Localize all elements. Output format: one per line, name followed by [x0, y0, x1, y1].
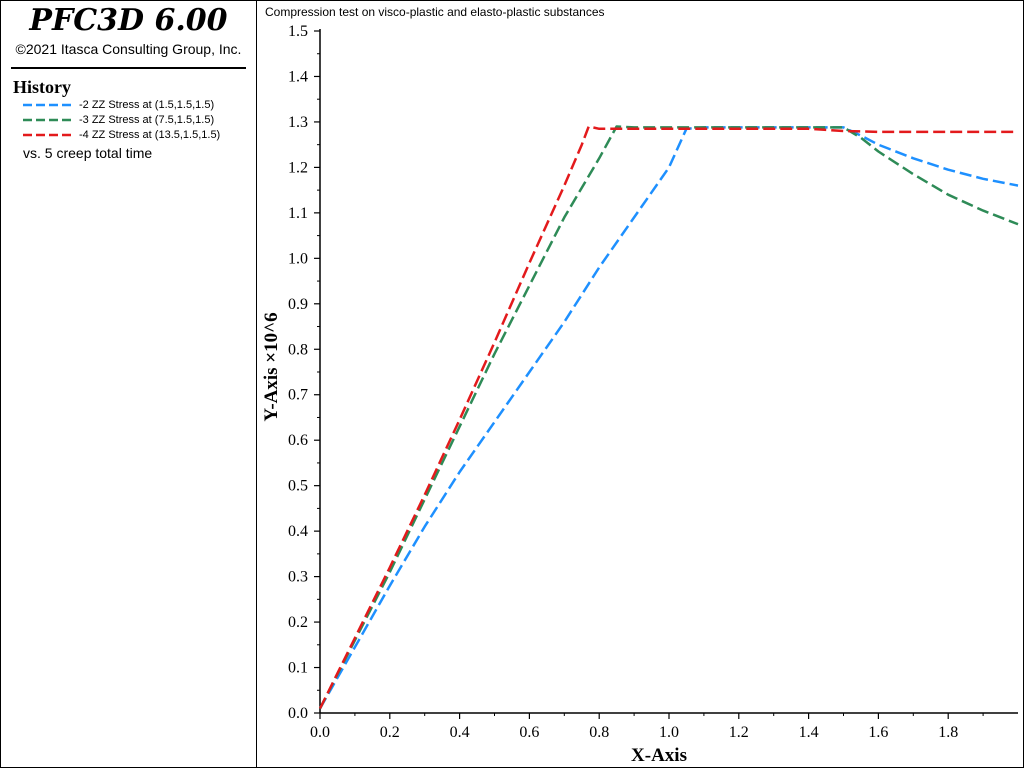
plot-panel: Compression test on visco-plastic and el…: [256, 0, 1024, 768]
chart-title: Compression test on visco-plastic and el…: [265, 5, 605, 19]
y-tick-label: 0.7: [288, 387, 308, 404]
series-line-1: [318, 126, 1019, 710]
series-line-3: [318, 125, 1018, 710]
series-line-2: [318, 125, 1019, 710]
legend-swatch-blue: [23, 103, 75, 107]
x-tick-label: 0.4: [450, 724, 470, 741]
x-tick-label: 0.0: [310, 724, 330, 741]
x-variable-label: vs. 5 creep total time: [23, 145, 153, 161]
copyright-text: ©2021 Itasca Consulting Group, Inc.: [15, 41, 242, 57]
y-tick-label: 0.9: [288, 296, 308, 313]
legend-label-series-1: -2 ZZ Stress at (1.5,1.5,1.5): [79, 99, 215, 111]
legend-swatch-green: [23, 118, 75, 122]
y-tick-label: 0.8: [288, 341, 308, 358]
y-tick-label: 1.2: [288, 159, 308, 176]
line-chart: 0.0 0.1 0.2 0.3 0.4 0.5 0.6 0.7 0.8 0.9 1.0 1.1 1.2 1…: [261, 23, 1019, 766]
y-tick-label: 1.4: [288, 68, 308, 85]
y-tick-label: 0.3: [288, 569, 308, 586]
legend-label-series-3: -4 ZZ Stress at (13.5,1.5,1.5): [79, 129, 221, 141]
x-axis-title: X-Axis: [631, 745, 687, 766]
app-title: PFC3D 6.00: [29, 3, 228, 38]
y-tick-label: 0.6: [288, 432, 308, 449]
legend-panel: PFC3D 6.00 ©2021 Itasca Consulting Group…: [0, 0, 257, 768]
legend-entry-series-3: -4 ZZ Stress at (13.5,1.5,1.5): [23, 128, 220, 142]
x-tick-label: 0.6: [519, 724, 539, 741]
x-tick-label: 1.6: [868, 724, 888, 741]
legend-entry-series-1: -2 ZZ Stress at (1.5,1.5,1.5): [23, 98, 214, 112]
x-tick-label: 0.8: [589, 724, 609, 741]
legend-divider: [11, 67, 246, 69]
y-tick-label: 0.5: [288, 478, 308, 495]
x-tick-label: 0.2: [380, 724, 400, 741]
legend-swatch-red: [23, 133, 75, 137]
y-tick-label: 1.3: [288, 114, 308, 131]
x-tick-label: 1.8: [938, 724, 958, 741]
history-heading: History: [13, 77, 71, 97]
y-axis-title: Y-Axis ×10^6: [261, 312, 282, 421]
x-tick-label: 1.4: [799, 724, 819, 741]
y-tick-label: 0.1: [288, 660, 308, 677]
x-tick-label: 1.2: [729, 724, 749, 741]
legend-entry-series-2: -3 ZZ Stress at (7.5,1.5,1.5): [23, 113, 214, 127]
y-tick-label: 0.2: [288, 614, 308, 631]
y-tick-label: 1.1: [288, 205, 308, 222]
y-tick-label: 1.0: [288, 250, 308, 267]
legend-label-series-2: -3 ZZ Stress at (7.5,1.5,1.5): [79, 114, 215, 126]
y-tick-label: 0.4: [288, 523, 308, 540]
y-tick-label: 1.5: [288, 23, 308, 40]
x-tick-label: 1.0: [659, 724, 679, 741]
y-tick-label: 0.0: [288, 705, 308, 722]
